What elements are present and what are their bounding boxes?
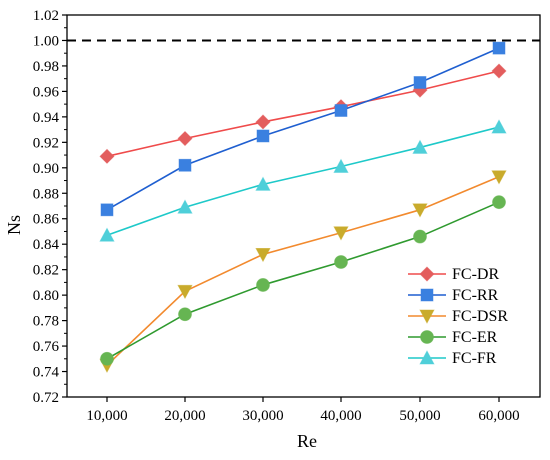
legend-item-fc-dr: FC-DR [408, 266, 499, 283]
legend-item-fc-fr: FC-FR [408, 350, 497, 367]
data-point-fc-dr [491, 63, 507, 79]
data-point-fc-fr [412, 139, 428, 154]
x-tick-label: 40,000 [320, 408, 361, 424]
x-tick-label: 30,000 [242, 408, 283, 424]
y-axis-title: Ns [4, 215, 24, 235]
data-point-fc-er [413, 229, 427, 244]
series-fc-er [100, 195, 506, 366]
legend-item-fc-rr: FC-RR [408, 287, 499, 304]
series-line-fc-dr [106, 70, 500, 158]
data-point-fc-fr [177, 199, 193, 214]
data-point-fc-rr [334, 104, 348, 117]
data-point-fc-fr [491, 119, 507, 134]
legend-label-fc-er: FC-ER [452, 329, 498, 346]
data-point-fc-fr [333, 158, 349, 173]
data-point-fc-rr [256, 129, 270, 143]
data-point-fc-dr [99, 148, 115, 164]
y-tick-label: 0.86 [33, 212, 60, 228]
data-point-fc-rr [413, 76, 427, 89]
y-tick-label: 0.76 [33, 339, 60, 355]
data-point-fc-er [334, 255, 348, 269]
legend-marker-fc-rr [420, 288, 434, 302]
y-tick-label: 0.84 [33, 237, 60, 253]
data-point-fc-dr [177, 130, 193, 147]
legend-label-fc-dsr: FC-DSR [452, 308, 508, 325]
y-tick-label: 1.02 [33, 8, 59, 24]
legend: FC-DR FC-RR FC-DSR FC-ER FC-FR [408, 266, 508, 367]
series-line-fc-rr [106, 47, 500, 211]
series-line-fc-fr [106, 126, 500, 237]
data-point-fc-fr [99, 227, 115, 242]
data-point-fc-er [256, 278, 270, 292]
y-tick-label: 0.72 [33, 390, 59, 406]
y-tick-label: 0.98 [33, 59, 59, 75]
legend-label-fc-dr: FC-DR [452, 266, 499, 283]
y-tick-label: 0.78 [33, 314, 59, 330]
x-axis-title: Re [297, 431, 317, 451]
x-tick-label: 50,000 [399, 408, 440, 424]
legend-marker-fc-er [420, 330, 434, 344]
x-tick-label: 20,000 [164, 408, 205, 424]
data-point-fc-er [100, 351, 114, 366]
y-tick-label: 0.90 [33, 161, 59, 177]
series-fc-rr [100, 41, 506, 217]
legend-item-fc-er: FC-ER [408, 329, 498, 346]
legend-marker-fc-dsr [419, 309, 435, 324]
data-point-fc-dsr [491, 170, 507, 185]
y-tick-label: 0.92 [33, 135, 59, 151]
data-point-fc-er [492, 195, 506, 210]
series-line-fc-dsr [106, 175, 500, 366]
data-point-fc-dsr [412, 203, 428, 218]
x-tick-label: 60,000 [478, 408, 519, 424]
data-point-fc-dsr [255, 247, 271, 263]
legend-marker-fc-dr [419, 266, 435, 282]
legend-label-fc-fr: FC-FR [452, 350, 497, 367]
y-tick-label: 0.74 [33, 365, 60, 381]
series-line-fc-er [106, 201, 500, 360]
y-tick-label: 0.96 [33, 84, 60, 100]
data-point-fc-rr [100, 203, 114, 217]
data-point-fc-rr [178, 158, 192, 172]
data-point-fc-fr [255, 176, 271, 191]
x-tick-label: 10,000 [86, 408, 127, 424]
data-point-fc-rr [492, 41, 506, 55]
data-point-fc-dsr [333, 226, 349, 241]
y-tick-label: 0.82 [33, 263, 59, 279]
series-layer [99, 41, 507, 374]
series-fc-fr [99, 119, 507, 242]
y-tick-label: 0.94 [33, 110, 60, 126]
data-point-fc-dsr [177, 284, 193, 300]
series-fc-dr [99, 63, 507, 164]
y-tick-label: 0.80 [33, 288, 59, 304]
legend-marker-fc-fr [419, 350, 435, 365]
y-tick-label: 1.00 [33, 33, 59, 49]
data-point-fc-dr [255, 114, 271, 130]
series-fc-dsr [99, 170, 507, 374]
data-point-fc-er [178, 307, 192, 322]
legend-item-fc-dsr: FC-DSR [408, 308, 508, 325]
axes-layer: 0.72 0.74 0.76 0.78 0.80 0.82 0.84 0.86 0.88 0.90… [33, 8, 541, 424]
y-tick-label: 0.88 [33, 186, 59, 202]
legend-label-fc-rr: FC-RR [452, 287, 499, 304]
